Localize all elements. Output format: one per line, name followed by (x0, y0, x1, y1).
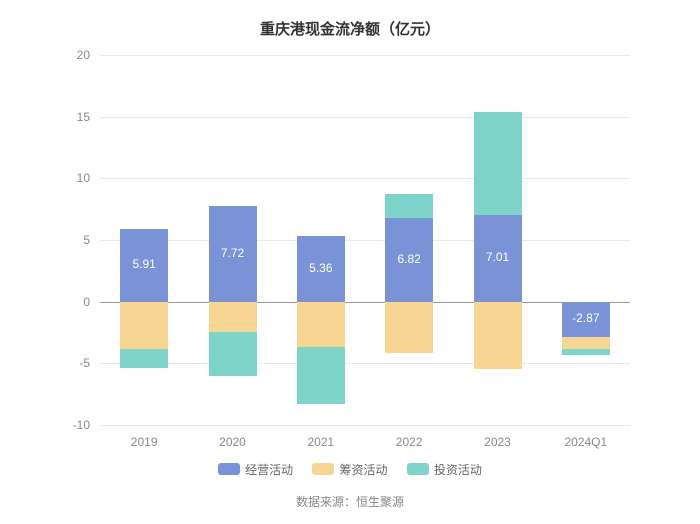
x-axis-label: 2020 (219, 435, 246, 449)
grid-line (100, 55, 630, 56)
legend-item-investing: 投资活动 (407, 461, 482, 478)
bar-financing (297, 302, 345, 347)
bar-group: -2.87 (562, 55, 610, 425)
bar-investing (209, 332, 257, 376)
legend-label-investing: 投资活动 (434, 461, 482, 478)
bar-value-label: 6.82 (385, 252, 433, 266)
bar-investing (562, 349, 610, 355)
x-axis-label: 2019 (131, 435, 158, 449)
y-axis-label: 5 (83, 233, 90, 247)
y-axis-label: 0 (83, 295, 90, 309)
bar-value-label: 5.91 (120, 257, 168, 271)
bar-value-label: -2.87 (562, 311, 610, 325)
legend-label-financing: 筹资活动 (339, 461, 387, 478)
legend-swatch-investing (407, 463, 429, 475)
bar-group: 7.01 (474, 55, 522, 425)
y-axis-label: 20 (77, 48, 90, 62)
bar-financing (120, 302, 168, 349)
bar-financing (474, 302, 522, 369)
legend-swatch-operating (218, 463, 240, 475)
y-axis-label: 10 (77, 171, 90, 185)
bar-investing (297, 347, 345, 404)
legend-label-operating: 经营活动 (245, 461, 293, 478)
data-source-label: 数据来源：恒生聚源 (0, 493, 700, 510)
bar-investing (385, 194, 433, 217)
chart-plot-area: -10-50510152020195.9120207.7220215.36202… (100, 55, 630, 425)
x-axis-label: 2023 (484, 435, 511, 449)
chart-legend: 经营活动 筹资活动 投资活动 (0, 461, 700, 479)
bar-financing (209, 302, 257, 332)
grid-line (100, 178, 630, 179)
y-axis-label: 15 (77, 110, 90, 124)
bar-value-label: 7.01 (474, 250, 522, 264)
zero-axis (100, 302, 630, 303)
y-axis-label: -10 (73, 418, 90, 432)
grid-line (100, 363, 630, 364)
bar-group: 5.36 (297, 55, 345, 425)
grid-line (100, 425, 630, 426)
x-axis-label: 2021 (307, 435, 334, 449)
bar-value-label: 7.72 (209, 246, 257, 260)
legend-item-financing: 筹资活动 (312, 461, 387, 478)
grid-line (100, 117, 630, 118)
bar-group: 7.72 (209, 55, 257, 425)
bar-group: 5.91 (120, 55, 168, 425)
bar-financing (385, 302, 433, 353)
grid-line (100, 240, 630, 241)
bar-investing (120, 349, 168, 368)
x-axis-label: 2024Q1 (564, 435, 607, 449)
chart-title: 重庆港现金流净额（亿元） (0, 0, 700, 39)
bar-value-label: 5.36 (297, 261, 345, 275)
bar-financing (562, 337, 610, 349)
x-axis-label: 2022 (396, 435, 423, 449)
bar-investing (474, 112, 522, 215)
legend-item-operating: 经营活动 (218, 461, 293, 478)
y-axis-label: -5 (79, 356, 90, 370)
bar-group: 6.82 (385, 55, 433, 425)
legend-swatch-financing (312, 463, 334, 475)
